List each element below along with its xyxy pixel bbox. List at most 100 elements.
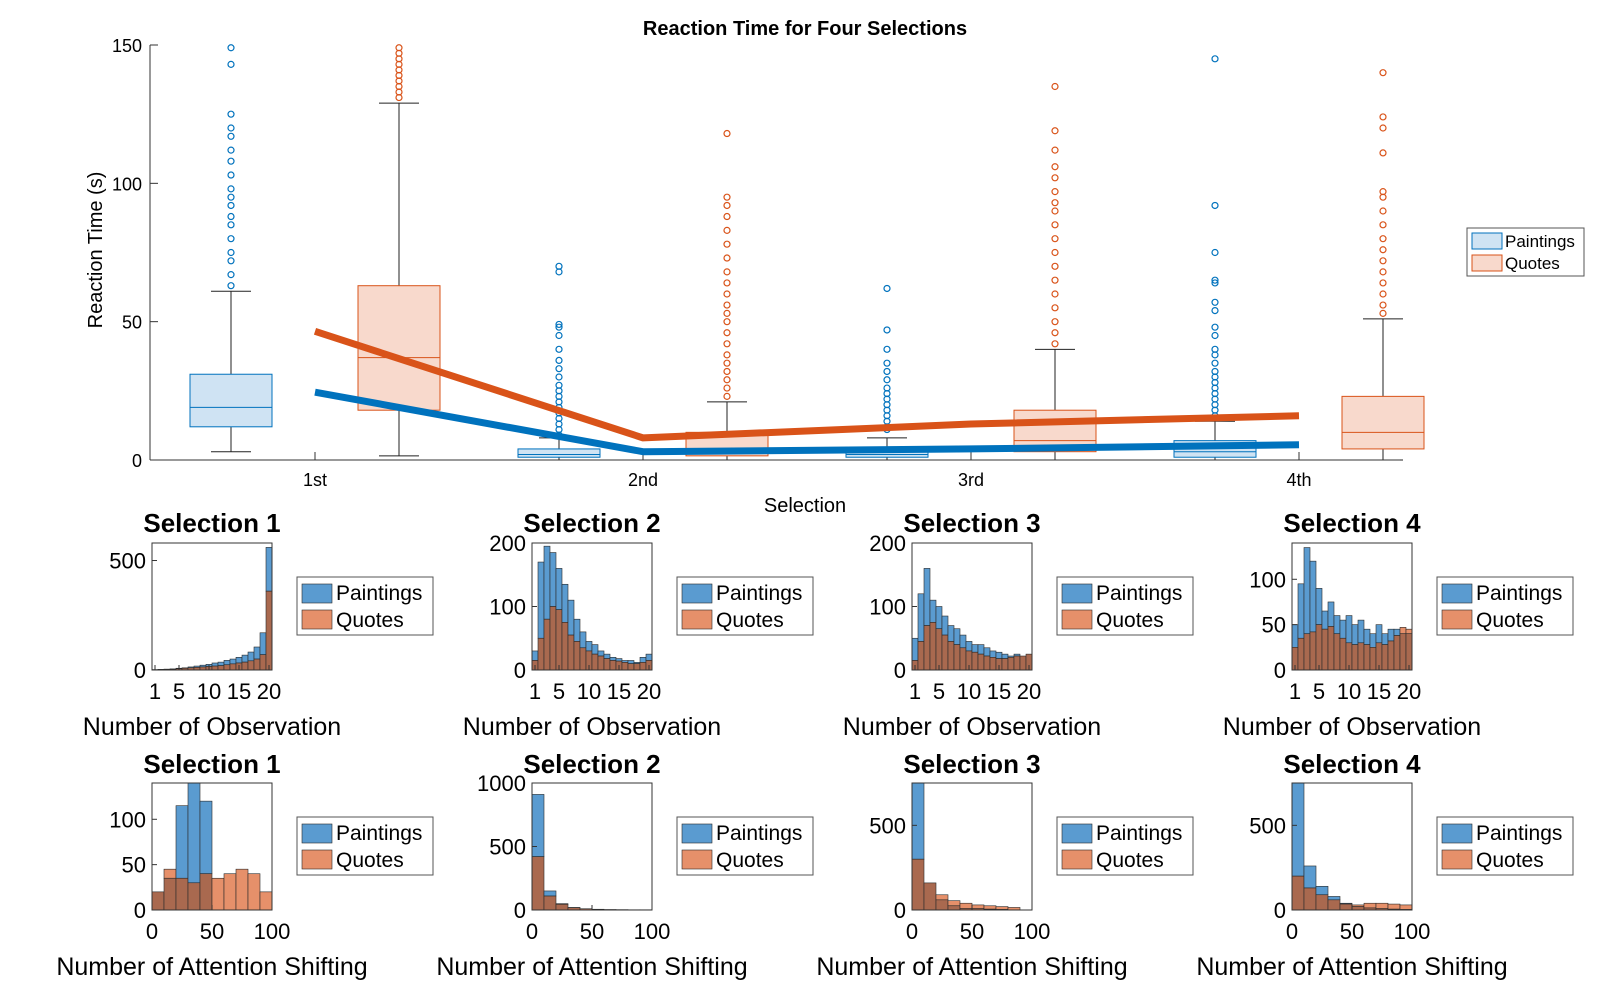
outlier-point xyxy=(723,254,731,262)
box-iqr xyxy=(1341,395,1425,450)
box-series xyxy=(189,44,1425,461)
quotes-bar xyxy=(935,894,949,901)
outlier-point xyxy=(1379,149,1387,157)
outlier-point xyxy=(723,240,731,248)
outlier-point xyxy=(555,381,563,389)
outlier-point xyxy=(555,323,563,331)
legend-swatch-paintings xyxy=(1061,583,1093,604)
outlier-point xyxy=(723,226,731,234)
legend-swatch-quotes xyxy=(1061,849,1093,870)
panel-title: Selection 1 xyxy=(143,508,280,538)
y-axis-label: Reaction Time (s) xyxy=(85,172,107,329)
outlier-point xyxy=(555,262,563,270)
paintings-bar xyxy=(175,805,189,879)
overlap-bar xyxy=(989,656,997,671)
outlier-point xyxy=(1051,188,1059,196)
overlap-bar xyxy=(1303,887,1317,911)
paintings-bar xyxy=(923,568,931,626)
paintings-bar xyxy=(573,618,581,642)
outlier-point xyxy=(555,320,563,329)
quotes-bar xyxy=(1363,902,1377,909)
legend-label-quotes: Quotes xyxy=(1476,609,1544,632)
y-tick-label: 0 xyxy=(514,658,526,683)
quotes-bar xyxy=(211,877,225,911)
paintings-bar xyxy=(1303,865,1317,889)
x-tick-label: 3rd xyxy=(958,470,984,490)
outlier-point xyxy=(227,132,235,140)
overlap-bar xyxy=(1351,906,1365,911)
overlap-bar xyxy=(639,662,647,671)
paintings-bar xyxy=(241,654,249,663)
overlap-bar xyxy=(627,663,635,671)
overlap-bar xyxy=(1327,626,1335,671)
x-tick-label: 100 xyxy=(1394,919,1431,944)
x-tick-label: 10 xyxy=(957,679,981,704)
outlier-point xyxy=(227,124,235,132)
overlap-bar xyxy=(1327,899,1341,911)
paintings-bar xyxy=(639,656,647,663)
overlap-bar xyxy=(1381,644,1389,671)
overlap-bar xyxy=(1303,633,1311,671)
panel-title: Selection 2 xyxy=(523,749,660,779)
quotes-bar xyxy=(247,873,261,911)
histogram-panel-7: Selection 3 0 500 0 50 100 Number of Attention… xyxy=(816,749,1194,981)
paintings-bar xyxy=(977,644,985,655)
paintings-bar xyxy=(615,658,623,662)
outlier-point xyxy=(227,193,235,201)
outlier-point xyxy=(1379,221,1387,229)
outlier-point xyxy=(723,279,731,287)
quotes-bar xyxy=(1387,903,1401,910)
legend-label-quotes: Quotes xyxy=(1096,609,1164,632)
panel-title: Selection 2 xyxy=(523,508,660,538)
x-tick-label: 50 xyxy=(200,919,224,944)
legend-swatch-paintings xyxy=(1061,823,1093,844)
outlier-point xyxy=(227,257,235,265)
overlap-bar xyxy=(229,663,237,671)
outlier-point xyxy=(723,367,731,376)
paintings-bar xyxy=(1393,628,1401,636)
overlap-bar xyxy=(935,628,943,671)
x-tick-label: 1st xyxy=(303,470,327,490)
outlier-point xyxy=(1211,323,1219,331)
overlap-bar xyxy=(543,895,557,911)
legend-swatch-paintings xyxy=(1441,583,1473,604)
legend-swatch-quotes xyxy=(681,609,713,630)
overlap-bar xyxy=(567,634,575,671)
x-tick-label: 5 xyxy=(1313,679,1325,704)
overlap-bar xyxy=(1297,637,1305,671)
panel-x-axis-label: Number of Observation xyxy=(1223,713,1481,741)
panel-title: Selection 1 xyxy=(143,749,280,779)
overlap-bar xyxy=(1339,903,1353,911)
outlier-point xyxy=(555,356,563,364)
x-tick-label: 100 xyxy=(634,919,671,944)
outlier-point xyxy=(395,44,403,52)
paintings-bar xyxy=(543,545,551,620)
outlier-point xyxy=(883,384,891,392)
outlier-point xyxy=(1379,246,1387,254)
paintings-bar xyxy=(579,631,587,649)
x-tick-label: 10 xyxy=(1337,679,1361,704)
x-tick-label: 1 xyxy=(909,679,921,704)
overlap-bar xyxy=(1387,640,1395,671)
x-tick-label: 1 xyxy=(149,679,161,704)
overlap-bar xyxy=(947,905,961,911)
overlap-bar xyxy=(917,641,925,671)
paintings-bar xyxy=(567,599,575,636)
y-tick-label: 0 xyxy=(134,658,146,683)
overlap-bar xyxy=(1399,633,1407,671)
outlier-point xyxy=(723,193,731,201)
outlier-point xyxy=(1051,318,1059,326)
outlier-point xyxy=(227,171,235,179)
legend-label-paintings: Paintings xyxy=(1096,822,1182,845)
box-iqr xyxy=(189,373,273,428)
overlap-bar xyxy=(163,877,177,911)
y-tick-label: 200 xyxy=(489,531,526,556)
outlier-point xyxy=(1211,279,1219,287)
outlier-point xyxy=(1211,55,1219,63)
outlier-point xyxy=(883,345,891,353)
paintings-bar xyxy=(1303,547,1311,635)
legend-label-quotes: Quotes xyxy=(1505,254,1560,273)
overlap-bar xyxy=(977,653,985,671)
outlier-point xyxy=(723,301,731,309)
histogram-panel-8: Selection 4 0 500 0 50 100 Number of Attention… xyxy=(1196,749,1574,981)
